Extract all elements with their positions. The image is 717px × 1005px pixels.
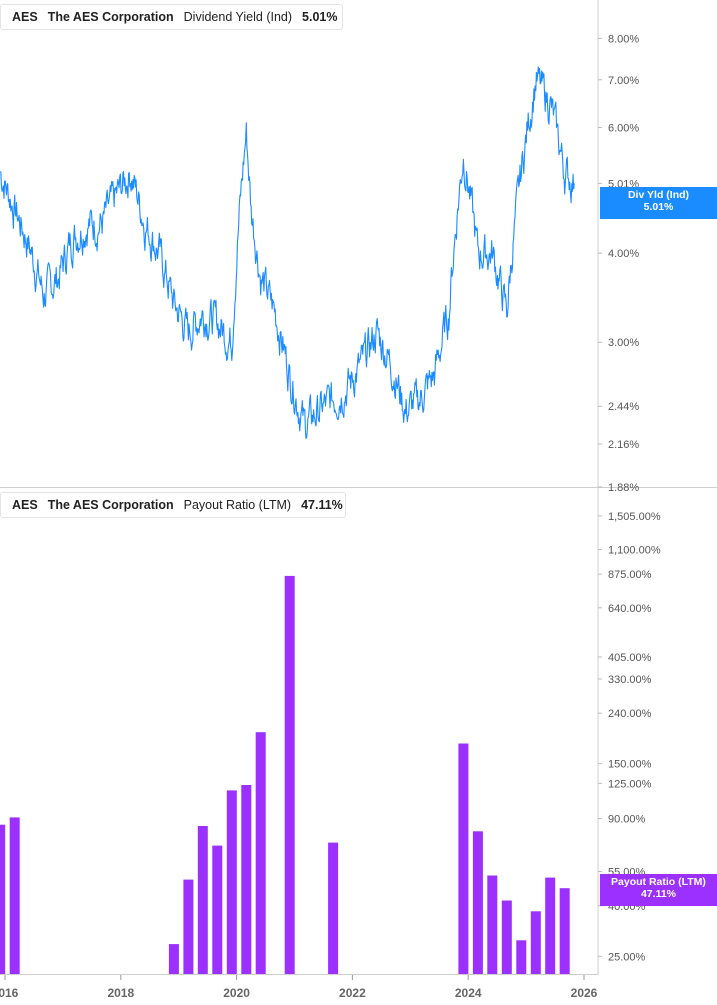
x-tick-label: 2022 xyxy=(339,986,366,1000)
payout-ratio-bar xyxy=(9,817,20,974)
x-axis: 2016 2018 2020 2022 2024 2026 xyxy=(0,975,598,1000)
payout-ratio-bar xyxy=(226,790,237,974)
x-tick-label: 2024 xyxy=(455,986,482,1000)
payout-ratio-bar xyxy=(559,888,570,974)
legend-value: 5.01% xyxy=(302,10,338,24)
x-tick-label: 2018 xyxy=(107,986,134,1000)
payout-ratio-bar xyxy=(168,944,179,974)
y-tick-label: 640.00% xyxy=(608,603,652,615)
legend-ticker: AES xyxy=(12,498,38,512)
x-tick-label: 2016 xyxy=(0,986,19,1000)
payout-ratio-bar xyxy=(241,785,252,974)
payout-ratio-bar xyxy=(197,826,208,974)
y-tick-label: 6.00% xyxy=(608,123,639,135)
payout-ratio-bar xyxy=(530,911,541,974)
tag-value: 5.01% xyxy=(643,201,674,213)
legend-metric: Payout Ratio (LTM) xyxy=(183,498,292,512)
payout-ratio-bar xyxy=(472,831,483,974)
payout-ratio-y-axis: 1,505.00% 1,100.00% 875.00% 640.00% 405.00% 3… xyxy=(598,511,661,963)
y-tick-label: 330.00% xyxy=(608,674,652,686)
tag-label: Payout Ratio (LTM) xyxy=(611,876,706,888)
legend-ticker: AES xyxy=(12,10,38,24)
y-tick-label: 7.00% xyxy=(608,75,639,87)
x-tick-label: 2026 xyxy=(571,986,598,1000)
y-tick-label: 1,505.00% xyxy=(608,511,661,523)
payout-ratio-value-tag: Payout Ratio (LTM) 47.11% xyxy=(600,874,717,906)
y-tick-label: 405.00% xyxy=(608,652,652,664)
dividend-yield-y-axis: 8.00%7.00%6.00%5.01%4.00%3.00%2.44%2.16%… xyxy=(598,33,639,494)
payout-ratio-bar xyxy=(487,875,498,974)
legend-company: The AES Corporation xyxy=(47,10,174,24)
y-tick-label: 4.00% xyxy=(608,248,639,260)
legend-metric: Dividend Yield (Ind) xyxy=(183,10,293,24)
dividend-yield-legend[interactable]: AES The AES Corporation Dividend Yield (… xyxy=(0,4,343,30)
payout-ratio-bar xyxy=(516,940,527,974)
y-tick-label: 240.00% xyxy=(608,708,652,720)
payout-ratio-bar xyxy=(284,575,295,974)
legend-value: 47.11% xyxy=(301,498,343,512)
payout-ratio-bar xyxy=(328,842,339,974)
tag-value: 47.11% xyxy=(640,888,677,900)
payout-ratio-bar xyxy=(255,732,266,974)
y-tick-label: 1.88% xyxy=(608,482,639,494)
payout-ratio-bar xyxy=(501,900,512,974)
payout-ratio-bar xyxy=(183,879,194,974)
legend-company: The AES Corporation xyxy=(47,498,174,512)
dividend-yield-line xyxy=(0,66,575,439)
payout-ratio-legend[interactable]: AES The AES Corporation Payout Ratio (LT… xyxy=(0,492,346,518)
y-tick-label: 2.16% xyxy=(608,439,639,451)
y-tick-label: 2.44% xyxy=(608,401,639,413)
x-tick-label: 2020 xyxy=(223,986,250,1000)
y-tick-label: 25.00% xyxy=(608,951,646,963)
payout-ratio-bar-series xyxy=(0,575,570,974)
y-tick-label: 3.00% xyxy=(608,337,639,349)
dividend-yield-value-tag: Div Yld (Ind) 5.01% xyxy=(600,187,717,219)
y-tick-label: 90.00% xyxy=(608,814,646,826)
dividend-yield-line-series xyxy=(0,66,575,439)
payout-ratio-bar xyxy=(0,824,6,974)
y-tick-label: 150.00% xyxy=(608,759,652,771)
y-tick-label: 1,100.00% xyxy=(608,545,661,557)
tag-label: Div Yld (Ind) xyxy=(627,189,690,201)
payout-ratio-bar xyxy=(545,877,556,974)
y-tick-label: 875.00% xyxy=(608,569,652,581)
payout-ratio-bar xyxy=(458,743,469,974)
y-tick-label: 8.00% xyxy=(608,33,639,45)
payout-ratio-bar xyxy=(212,845,223,974)
y-tick-label: 125.00% xyxy=(608,778,652,790)
